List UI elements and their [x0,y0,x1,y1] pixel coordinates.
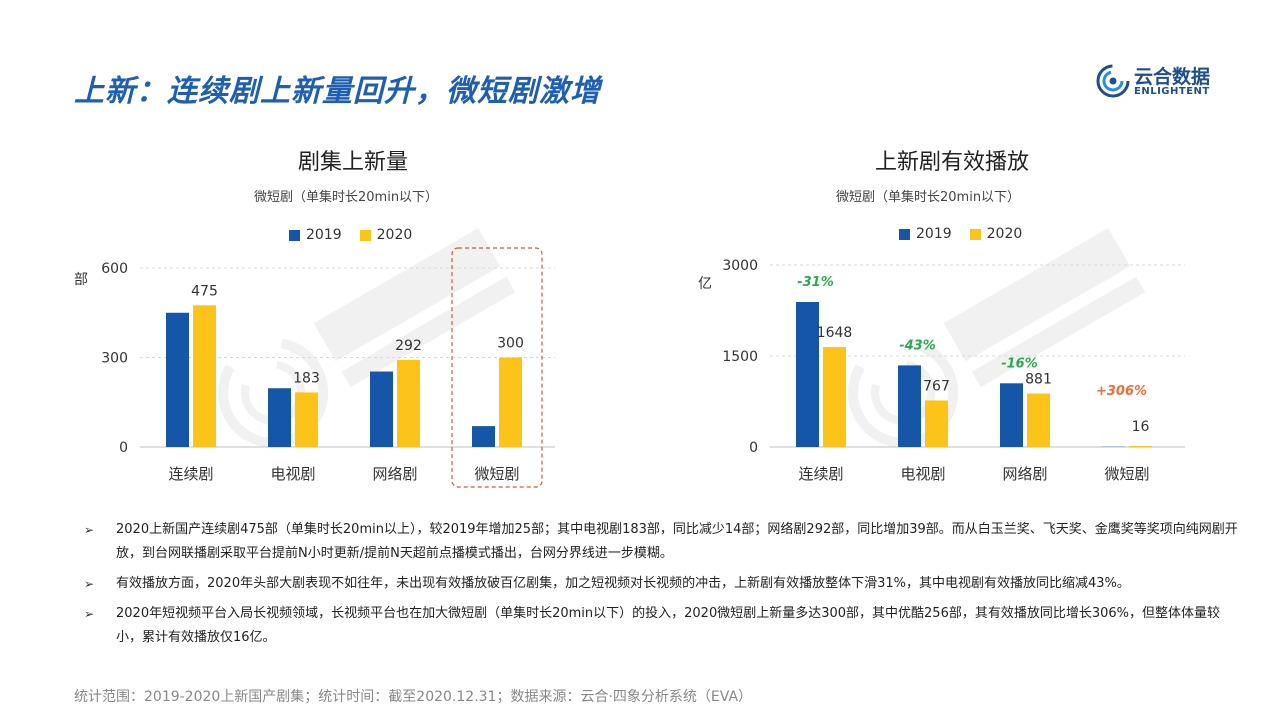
bar-2019 [166,312,189,447]
data-source-note: 统计范围：2019-2020上新国产剧集；统计时间：截至2020.12.31；数… [74,689,753,705]
legend-swatch [969,228,981,240]
data-label-2020: 300 [497,336,524,352]
x-category-label: 微短剧 [474,465,519,483]
bar-2019 [268,388,291,447]
x-category-label: 网络剧 [372,465,417,483]
x-category-label: 电视剧 [270,465,315,483]
notes-list: ➢ 2020上新国产连续剧475部（单集时长20min以上），较2019年增加2… [84,518,1244,656]
data-label-2020: 16 [1132,419,1150,435]
bar-2020 [397,359,420,447]
chart-2-effective-plays: 0 1500 3000 亿 1648 连续剧 -31% 767 电视剧 -43% 881 网络剧 -16… [698,258,1185,483]
change-label: -31% [797,275,834,290]
legend-swatch [289,229,300,241]
bullet-arrow-icon: ➢ [84,523,95,537]
y-tick-label: 0 [749,440,758,456]
change-label: -43% [899,338,936,353]
bar-2019 [796,302,819,447]
legend-label: 2019 [306,227,342,243]
data-label-2020: 183 [293,370,320,386]
legend-label: 2019 [916,226,952,242]
legend-item-2020: 2020 [969,226,1023,242]
x-category-label: 电视剧 [900,465,945,483]
data-label-2020: 292 [395,338,422,354]
bar-2020 [499,357,522,447]
y-tick-label: 1500 [722,349,758,365]
chart-2-title: 上新剧有效播放 [875,150,1030,175]
bar-2019 [370,371,393,447]
x-category-label: 微短剧 [1104,465,1149,483]
legend-label: 2020 [986,226,1023,242]
data-label-2020: 881 [1025,372,1052,388]
bar-2020 [193,305,216,447]
bar-2020 [295,392,318,447]
x-category-label: 连续剧 [168,465,213,483]
logo-subtext: ENLIGHTENT [1134,86,1210,97]
chart-1-new-releases: 0 300 600 部 475 连续剧 183 电视剧 292 网络剧 300 微短剧 [74,247,555,488]
x-category-label: 连续剧 [798,465,843,483]
logo-text: 云合数据 [1134,66,1211,88]
chart-1-legend: 2019 2020 [289,227,430,243]
note-text: 2020上新国产连续剧475部（单集时长20min以上），较2019年增加25部… [116,522,1238,561]
y-tick-label: 3000 [722,258,758,274]
legend-item-2019: 2019 [899,226,952,242]
bullet-arrow-icon: ➢ [84,607,95,621]
data-label-2020: 475 [191,283,218,299]
data-label-2020: 767 [923,378,950,394]
chart-2-legend: 2019 2020 [899,226,1040,242]
bar-2020 [925,400,948,447]
highlight-box [451,247,543,488]
change-label: -16% [1001,356,1038,371]
note-text: 有效播放方面，2020年头部大剧表现不如往年，未出现有效播放破百亿剧集，加之短视… [116,576,1130,591]
bullet-arrow-icon: ➢ [84,577,95,591]
legend-item-2020: 2020 [359,227,413,243]
bar-2020 [1129,446,1152,447]
page-title: 上新：连续剧上新量回升，微短剧激增 [74,74,601,109]
note-item: ➢ 2020上新国产连续剧475部（单集时长20min以上），较2019年增加2… [84,518,1244,566]
note-item: ➢ 有效播放方面，2020年头部大剧表现不如往年，未出现有效播放破百亿剧集，加之… [84,572,1244,596]
legend-label: 2020 [376,227,413,243]
brand-logo: 云合数据 ENLIGHTENT [1094,62,1224,102]
legend-item-2019: 2019 [289,227,342,243]
legend-swatch [359,229,371,241]
data-label-2020: 1648 [817,325,853,341]
chart-2-subtitle: 微短剧（单集时长20min以下） [836,190,1021,205]
bar-2020 [823,347,846,447]
y-tick-label: 0 [119,440,128,456]
change-label: +306% [1096,384,1147,399]
legend-swatch [899,228,910,240]
y-axis-label: 亿 [698,276,712,292]
bar-2019 [898,365,921,447]
y-tick-label: 600 [101,261,128,277]
bar-2019 [1000,383,1023,447]
note-text: 2020年短视频平台入局长视频领域，长视频平台也在加大微短剧（单集时长20min… [116,606,1221,645]
chart-1-subtitle: 微短剧（单集时长20min以下） [254,190,439,205]
bar-2020 [1027,393,1050,447]
y-axis-label: 部 [74,272,88,288]
note-item: ➢ 2020年短视频平台入局长视频领域，长视频平台也在加大微短剧（单集时长20m… [84,602,1244,650]
x-category-label: 网络剧 [1002,465,1047,483]
logo-icon [1096,64,1130,98]
chart-1-title: 剧集上新量 [298,150,409,175]
bar-2019 [472,426,495,447]
y-tick-label: 300 [101,351,128,367]
